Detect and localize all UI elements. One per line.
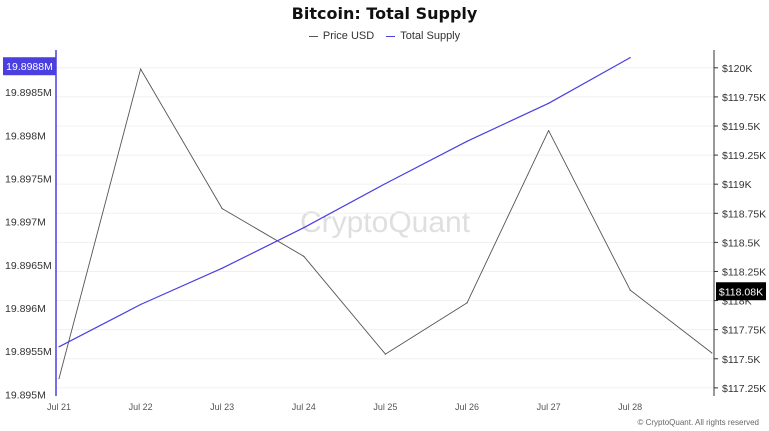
total-supply-point (466, 140, 468, 142)
legend-item-total-supply[interactable]: Total Supply (386, 30, 460, 42)
right-current-value-label: $118.08K (719, 286, 763, 298)
right-tick-label: $119K (722, 179, 752, 191)
legend: Price USD Total Supply (0, 30, 769, 42)
x-tick-label: Jul 24 (292, 402, 316, 412)
x-tick-label: Jul 27 (537, 402, 561, 412)
left-tick-label: 19.896M (5, 303, 46, 315)
right-tick-label: $118.75K (722, 208, 766, 220)
total-supply-point (58, 346, 60, 348)
total-supply-point (629, 56, 631, 59)
copyright-text: © CryptoQuant. All rights reserved (637, 418, 760, 427)
price-usd-point (384, 353, 386, 355)
total-supply-point (548, 102, 550, 104)
right-tick-label: $119.5K (722, 121, 760, 133)
total-supply-point (384, 183, 386, 185)
left-tick-label: 19.8965M (5, 260, 52, 272)
legend-label-price-usd: Price USD (322, 30, 375, 42)
watermark: CryptoQuant (300, 206, 471, 239)
legend-swatch-price-usd (308, 35, 318, 37)
total-supply-point (303, 227, 305, 229)
left-tick-label: 19.895M (5, 389, 46, 401)
left-tick-label: 19.8985M (5, 87, 52, 99)
x-tick-label: Jul 22 (129, 402, 153, 412)
price-usd-point (711, 352, 713, 354)
right-tick-label: $118.5K (722, 237, 760, 249)
left-current-value-label: 19.8988M (6, 61, 53, 73)
left-tick-label: 19.8955M (5, 346, 52, 358)
right-tick-label: $119.75K (722, 92, 766, 104)
total-supply-line (58, 57, 631, 348)
right-tick-label: $118.25K (722, 266, 766, 278)
price-usd-point (221, 208, 223, 210)
chart-title: Bitcoin: Total Supply (291, 4, 478, 23)
right-tick-label: $119.25K (722, 150, 766, 162)
price-usd-point (140, 68, 142, 70)
legend-label-total-supply: Total Supply (400, 30, 461, 42)
right-tick-label: $117.75K (722, 325, 766, 337)
x-tick-label: Jul 21 (47, 402, 71, 412)
total-supply-point (221, 267, 223, 269)
price-usd-point (303, 255, 305, 257)
x-tick-label: Jul 25 (373, 402, 397, 412)
right-current-value-badge (716, 282, 766, 301)
total-supply-point (140, 303, 142, 306)
x-tick-label: Jul 28 (618, 402, 642, 412)
left-tick-label: 19.8975M (5, 173, 52, 185)
x-tick-label: Jul 23 (210, 402, 234, 412)
left-current-value-badge (3, 57, 56, 76)
left-tick-label: 19.898M (5, 130, 46, 142)
legend-swatch-total-supply (386, 35, 396, 37)
price-usd-point (466, 302, 468, 304)
price-usd-point (629, 289, 631, 291)
left-tick-label: 19.897M (5, 217, 46, 229)
right-tick-label: $117.25K (722, 383, 766, 395)
x-tick-label: Jul 26 (455, 402, 479, 412)
right-tick-label: $120K (722, 63, 752, 75)
legend-item-price-usd[interactable]: Price USD (308, 30, 375, 42)
price-usd-point (548, 130, 550, 132)
price-usd-point (58, 377, 60, 380)
right-tick-label: $117.5K (722, 354, 760, 366)
